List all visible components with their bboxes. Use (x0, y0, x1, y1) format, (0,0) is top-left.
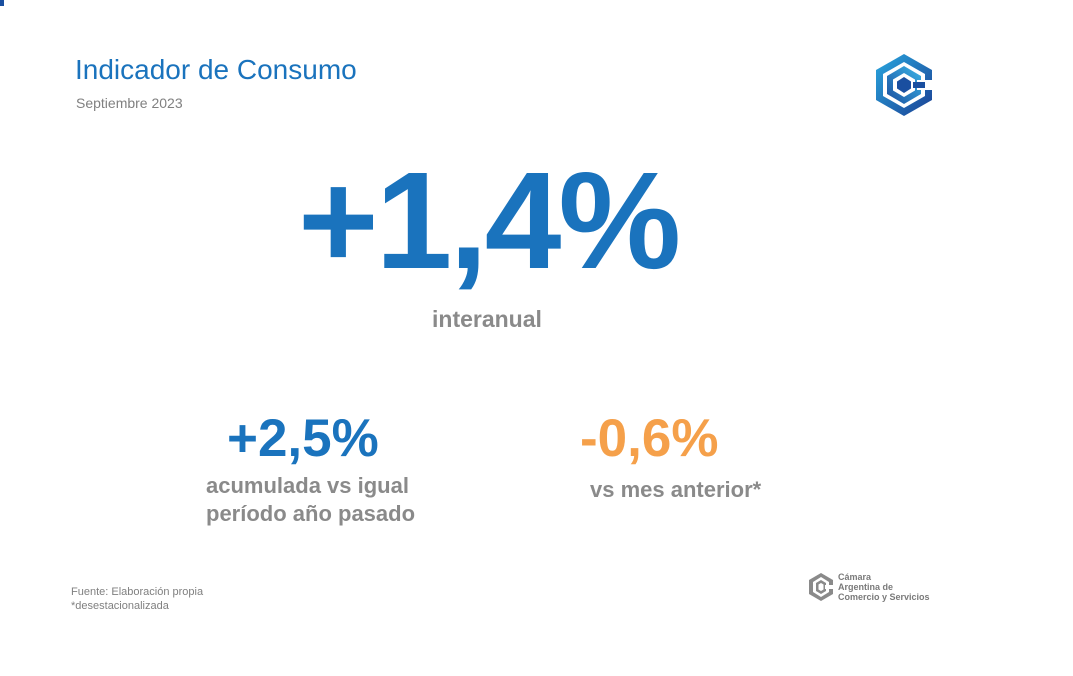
hero-value-interannual: +1,4% (298, 144, 681, 298)
cac-hexagon-logo-small-icon (809, 573, 834, 601)
corner-mark (0, 0, 4, 6)
accumulated-label-line2: período año pasado (206, 501, 416, 526)
footnote: Fuente: Elaboración propia *desestaciona… (71, 585, 203, 613)
page-title: Indicador de Consumo (75, 54, 357, 85)
accumulated-value: +2,5% (227, 409, 379, 468)
cac-hexagon-logo-icon (876, 54, 935, 116)
page-subtitle: Septiembre 2023 (76, 95, 183, 111)
monthly-label: vs mes anterior* (590, 477, 762, 502)
footer-org-line2: Argentina de (838, 582, 894, 592)
footer-org-line3: Comercio y Servicios (838, 592, 930, 602)
accumulated-label: acumulada vs igual período año pasado (206, 472, 415, 528)
footnote-note: *desestacionalizada (71, 600, 169, 612)
footer-org-line1: Cámara (838, 572, 872, 582)
monthly-value: -0,6% (580, 409, 719, 468)
footer-org-name: Cámara Argentina de Comercio y Servicios (838, 572, 930, 602)
footnote-source: Fuente: Elaboración propia (71, 586, 204, 598)
hero-label-interannual: interanual (432, 306, 542, 332)
accumulated-label-line1: acumulada vs igual (206, 473, 409, 498)
